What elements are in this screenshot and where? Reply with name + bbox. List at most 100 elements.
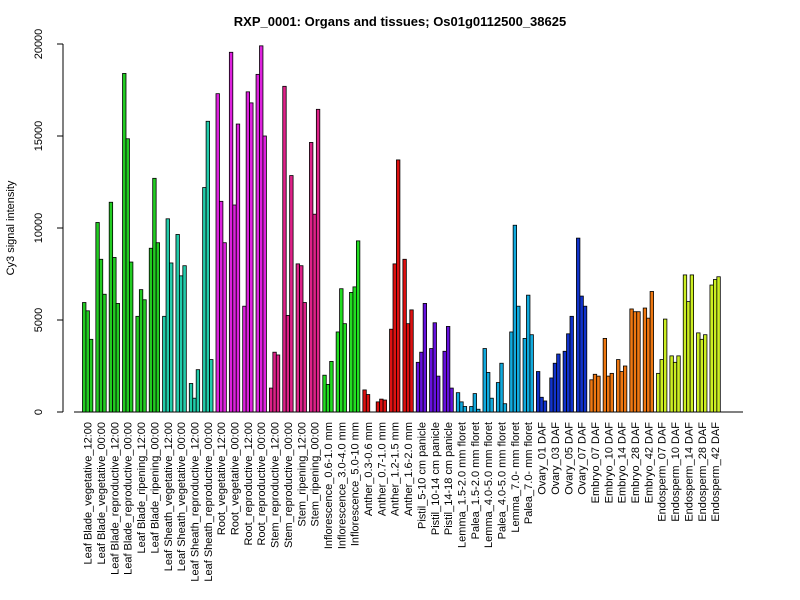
bar [289,175,294,413]
bar [202,187,207,413]
bar [562,350,567,413]
x-category-label: Embryo_07 DAF [590,422,602,504]
bar [299,265,304,413]
bar [569,315,574,413]
bar [162,315,167,413]
bar [649,291,654,413]
bar [589,379,594,413]
bar [542,400,548,413]
bar [549,377,554,413]
x-category-label: Anther_1.2-1.5 mm [390,422,402,516]
bar [365,394,371,413]
bar [268,387,274,413]
bar [138,289,144,413]
bar [442,350,447,413]
bar [445,326,451,413]
x-category-label: Palea_7.0- mm floret [523,422,535,524]
bar [342,323,347,413]
bar [315,108,321,413]
x-category-label: Root_reproductive_12:00 [243,422,255,546]
bar [272,351,277,413]
bar [325,383,331,413]
bar [509,331,514,413]
bar [449,387,454,413]
x-category-label: Anther_0.3-0.6 mm [363,422,375,516]
bar [275,354,281,413]
bar [619,371,624,413]
bar [405,323,411,413]
bar [669,355,674,413]
bar [195,369,201,413]
x-category-label: Palea_1.5-2.0 mm floret [470,422,482,539]
category-labels: Leaf Blade_vegetative_12:00 Leaf Blade_ve… [83,422,722,582]
bar [205,120,210,413]
x-category-label: Leaf Blade_reproductive_12:00 [109,422,121,575]
bar [219,200,224,413]
bar [89,338,94,413]
bar [489,397,494,413]
bar [566,333,571,413]
bar [462,406,468,413]
bar [302,302,307,413]
bar [129,261,134,413]
bar [623,365,628,413]
bar [322,374,327,413]
x-category-label: Pistil_14-18 cm panicle [443,422,455,535]
x-category-label: Leaf Blade_vegetative_12:00 [83,422,95,565]
bar [155,242,160,413]
bar [432,322,437,413]
bar [349,291,354,413]
bar [536,371,541,413]
x-category-label: Stem_reproductive_00:00 [283,422,295,548]
bar [295,263,300,413]
bar [178,275,184,413]
bar [429,348,434,413]
bar [699,338,704,413]
y-tick-label: 20000 [33,29,45,60]
bar [516,305,521,413]
x-category-label: Endosperm_07 DAF [657,422,669,522]
bar [582,305,588,413]
bar [606,375,611,413]
bar [663,318,668,413]
bar [379,398,384,413]
x-category-label: Embryo_10 DAF [603,422,615,504]
x-category-label: Ovary_01 DAF [537,422,549,495]
x-category-label: Stem_ripening_00:00 [310,422,322,527]
bar [476,408,481,413]
bar [182,265,187,413]
y-axis: 0 5000 10000 15000 20000 [33,29,64,415]
x-category-label: Endosperm_28 DAF [697,422,709,522]
bar [95,222,100,413]
bar [188,383,194,413]
bar [169,262,174,413]
bar [255,73,260,413]
bar [352,286,357,413]
bar [512,224,518,413]
x-category-label: Palea_4.0-5.0 mm floret [497,422,509,539]
bar [696,332,701,413]
bar [602,337,608,413]
bar [632,311,638,413]
x-category-label: Embryo_28 DAF [630,422,642,504]
bar [409,309,414,413]
bar [682,274,688,413]
bar [148,247,154,413]
bar [125,138,130,413]
bar [672,361,678,413]
bar [309,142,314,413]
bar [469,406,474,413]
bar [259,45,264,413]
x-category-label: Lemma_7.0- mm floret [510,422,522,533]
bar [262,135,267,413]
x-category-label: Stem_reproductive_12:00 [270,422,282,548]
bar [659,359,664,413]
x-category-label: Leaf Blade_reproductive_00:00 [123,422,135,575]
y-tick-label: 15000 [33,121,45,152]
y-tick-label: 5000 [33,308,45,332]
x-category-label: Leaf Blade_ripening_00:00 [149,422,161,554]
bar [656,372,661,413]
x-category-label: Anther_1.6-2.0 mm [403,422,415,516]
bar [282,85,287,413]
